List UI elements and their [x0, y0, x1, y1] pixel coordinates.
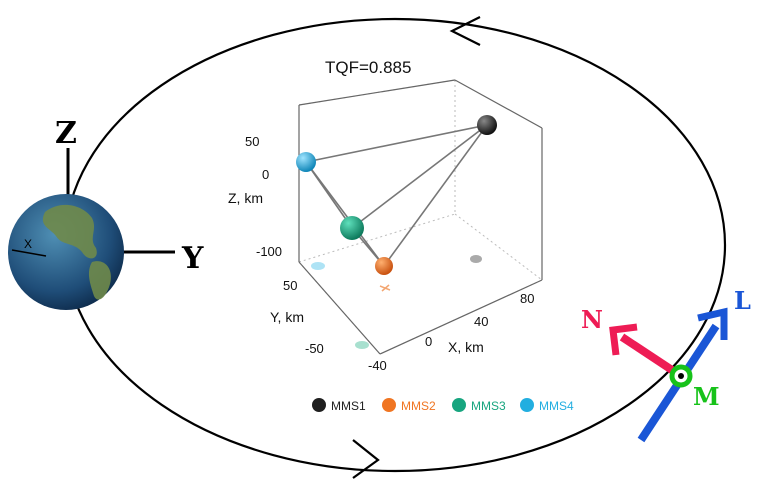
legend-label-mms1: MMS1 — [331, 399, 366, 413]
earth-x-label: X — [24, 237, 32, 251]
m-axis-label: M — [693, 382, 720, 411]
x-tick-80: 80 — [520, 291, 534, 306]
earth: X Z Y — [8, 116, 204, 310]
mms4-sphere — [296, 152, 316, 172]
mms3-sphere — [340, 216, 364, 240]
x-tick-minus-40: -40 — [368, 358, 387, 373]
n-axis-label: N — [581, 305, 603, 334]
legend-label-mms4: MMS4 — [539, 399, 574, 413]
legend-marker-mms3 — [452, 398, 466, 412]
legend: MMS1 MMS2 MMS3 MMS4 — [312, 398, 574, 413]
z-tick-0: 0 — [262, 167, 269, 182]
plot-box — [298, 79, 543, 355]
z-axis-label: Z, km — [228, 190, 263, 206]
n-axis-arrowhead — [609, 323, 638, 356]
plot-3d: TQF=0.885 50 0 -100 Z, km 50 -50 Y, km — [228, 58, 543, 373]
m-axis-dot — [678, 373, 684, 379]
legend-label-mms3: MMS3 — [471, 399, 506, 413]
orbit-arrow-bottom — [352, 439, 380, 479]
earth-south-america — [88, 261, 111, 300]
lmn-frame: N L M — [581, 286, 751, 443]
legend-marker-mms2 — [382, 398, 396, 412]
mms3-shadow — [355, 341, 369, 349]
plot-title: TQF=0.885 — [325, 58, 411, 77]
legend-marker-mms1 — [312, 398, 326, 412]
orbit-arrow-top — [449, 16, 481, 46]
z-tick-50: 50 — [245, 134, 259, 149]
mms4-shadow — [311, 262, 325, 270]
legend-marker-mms4 — [520, 398, 534, 412]
earth-north-america — [42, 204, 97, 259]
mms2-shadow — [379, 284, 391, 292]
z-tick-minus-100: -100 — [256, 244, 282, 259]
y-axis-label: Y, km — [270, 309, 304, 325]
x-axis-label: X, km — [448, 339, 484, 355]
earth-y-label: Y — [181, 241, 204, 276]
earth-x-axis — [11, 249, 47, 257]
earth-z-label: Z — [55, 116, 77, 151]
legend-label-mms2: MMS2 — [401, 399, 436, 413]
x-tick-40: 40 — [474, 314, 488, 329]
n-axis-line — [619, 333, 684, 380]
x-tick-0: 0 — [425, 334, 432, 349]
l-axis-arrowhead — [697, 307, 728, 340]
l-axis-label: L — [734, 286, 751, 315]
y-tick-50: 50 — [283, 278, 297, 293]
mms1-sphere — [477, 115, 497, 135]
orbit — [63, 16, 727, 479]
y-tick-minus-50: -50 — [305, 341, 324, 356]
mms2-sphere — [375, 257, 393, 275]
tetrahedron-edges — [305, 124, 488, 267]
mms1-shadow — [470, 255, 482, 263]
